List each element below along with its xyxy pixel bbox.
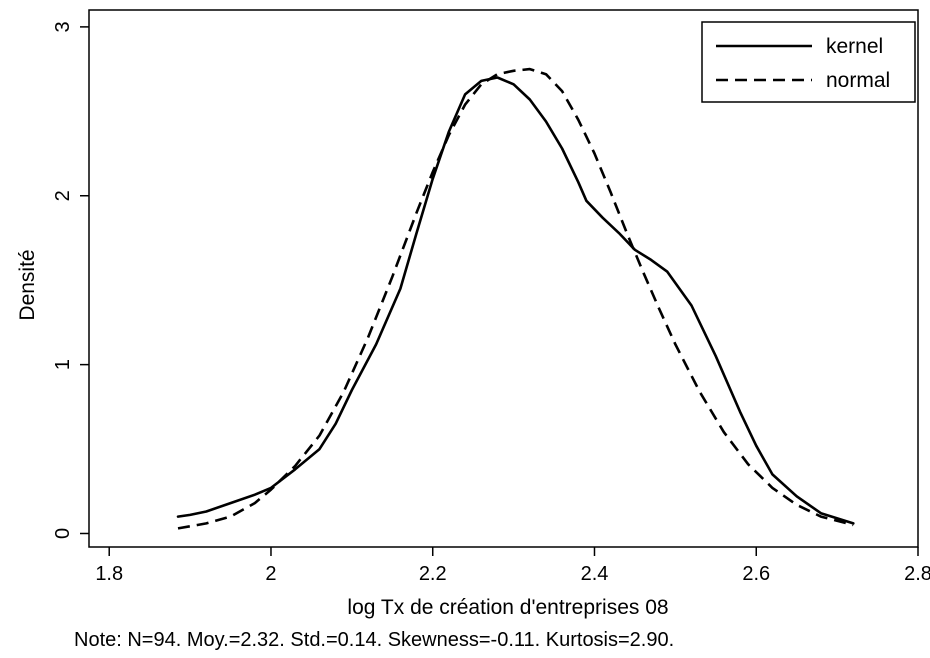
- x-tick-label: 2: [265, 563, 276, 585]
- legend-label-kernel: kernel: [826, 35, 883, 58]
- series-lines: [176, 67, 855, 530]
- y-tick-label: 0: [52, 528, 74, 539]
- x-axis: 1.8 2 2.2 2.4 2.6 2.8: [95, 547, 930, 585]
- x-tick-label: 2.4: [581, 563, 609, 585]
- y-axis-title: Densité: [16, 249, 39, 320]
- y-tick-label: 3: [52, 21, 74, 32]
- legend-box: [701, 21, 916, 103]
- legend: kernel normal: [701, 21, 916, 103]
- x-tick-label: 2.2: [419, 563, 447, 585]
- y-tick-label: 1: [52, 359, 74, 370]
- series-normal-line: [177, 67, 854, 530]
- series-kernel-line: [176, 76, 855, 525]
- chart-note: Note: N=94. Moy.=2.32. Std.=0.14. Skewne…: [74, 629, 674, 651]
- legend-label-normal: normal: [826, 69, 890, 92]
- x-axis-title: log Tx de création d'entreprises 08: [347, 596, 668, 619]
- plot-frame: [88, 9, 919, 548]
- x-tick-label: 2.6: [742, 563, 770, 585]
- plot-border: [88, 9, 919, 548]
- y-tick-label: 2: [52, 190, 74, 201]
- y-axis: 0 1 2 3: [52, 21, 89, 539]
- x-tick-label: 1.8: [95, 563, 123, 585]
- x-tick-label: 2.8: [904, 563, 930, 585]
